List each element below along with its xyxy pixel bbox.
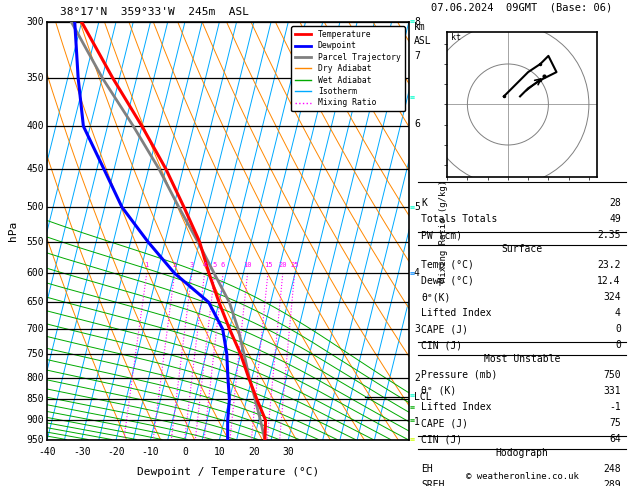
Text: 0: 0 (182, 447, 188, 457)
Text: 800: 800 (26, 372, 44, 382)
Text: ≡: ≡ (410, 269, 415, 278)
Text: K: K (421, 198, 427, 208)
Text: 500: 500 (26, 202, 44, 212)
Text: 23.2: 23.2 (598, 260, 621, 270)
Text: 64: 64 (609, 434, 621, 444)
Text: 20: 20 (279, 262, 287, 268)
Text: 289: 289 (603, 480, 621, 486)
Text: 20: 20 (248, 447, 260, 457)
Text: hPa: hPa (8, 221, 18, 241)
Text: 10: 10 (213, 447, 225, 457)
Text: 1: 1 (145, 262, 149, 268)
Text: LCL: LCL (414, 392, 431, 402)
Text: 450: 450 (26, 164, 44, 174)
Text: Dewp (°C): Dewp (°C) (421, 276, 474, 286)
Text: 1: 1 (414, 417, 420, 427)
Text: Most Unstable: Most Unstable (484, 354, 560, 364)
Text: 350: 350 (26, 73, 44, 83)
Text: ≡: ≡ (410, 403, 415, 413)
Text: Pressure (mb): Pressure (mb) (421, 370, 498, 380)
Text: 0: 0 (615, 324, 621, 334)
Text: 38°17'N  359°33'W  245m  ASL: 38°17'N 359°33'W 245m ASL (60, 7, 248, 17)
Text: Surface: Surface (501, 244, 543, 254)
Text: 300: 300 (26, 17, 44, 27)
Text: ≡: ≡ (410, 416, 415, 425)
Text: θᵉ(K): θᵉ(K) (421, 292, 451, 302)
Text: 400: 400 (26, 121, 44, 131)
Text: 850: 850 (26, 395, 44, 404)
Text: ≡: ≡ (410, 93, 415, 103)
Text: 248: 248 (603, 464, 621, 474)
Text: km: km (414, 22, 426, 32)
Text: ≡: ≡ (410, 435, 415, 444)
Legend: Temperature, Dewpoint, Parcel Trajectory, Dry Adiabat, Wet Adiabat, Isotherm, Mi: Temperature, Dewpoint, Parcel Trajectory… (291, 26, 405, 111)
Text: 4: 4 (203, 262, 207, 268)
Text: 6: 6 (414, 120, 420, 129)
Text: 4: 4 (414, 268, 420, 278)
Text: θᵉ (K): θᵉ (K) (421, 386, 457, 396)
Text: 324: 324 (603, 292, 621, 302)
Text: 07.06.2024  09GMT  (Base: 06): 07.06.2024 09GMT (Base: 06) (431, 2, 613, 13)
Text: 0: 0 (615, 340, 621, 350)
Text: ≡: ≡ (410, 391, 415, 399)
Text: CIN (J): CIN (J) (421, 340, 462, 350)
Text: 2.35: 2.35 (598, 230, 621, 241)
Text: CAPE (J): CAPE (J) (421, 324, 469, 334)
Text: 10: 10 (243, 262, 252, 268)
Text: 750: 750 (603, 370, 621, 380)
Text: 49: 49 (609, 214, 621, 225)
Text: CIN (J): CIN (J) (421, 434, 462, 444)
Text: 25: 25 (291, 262, 299, 268)
Text: © weatheronline.co.uk: © weatheronline.co.uk (465, 472, 579, 481)
Text: Temp (°C): Temp (°C) (421, 260, 474, 270)
Text: 750: 750 (26, 349, 44, 359)
Text: CAPE (J): CAPE (J) (421, 418, 469, 428)
Text: -1: -1 (609, 402, 621, 412)
Text: 7: 7 (414, 52, 420, 61)
Text: 650: 650 (26, 297, 44, 307)
Text: 4: 4 (615, 308, 621, 318)
Text: kt: kt (451, 33, 461, 42)
Text: 950: 950 (26, 435, 44, 445)
Text: 3: 3 (414, 324, 420, 334)
Text: Lifted Index: Lifted Index (421, 308, 492, 318)
Text: ≡: ≡ (410, 203, 415, 211)
Text: 2: 2 (172, 262, 177, 268)
Text: 8: 8 (414, 17, 420, 27)
Text: 6: 6 (221, 262, 225, 268)
Text: 600: 600 (26, 268, 44, 278)
Text: -40: -40 (38, 447, 56, 457)
Text: 900: 900 (26, 415, 44, 425)
Text: 28: 28 (609, 198, 621, 208)
Text: 550: 550 (26, 237, 44, 247)
Text: ≡: ≡ (410, 17, 415, 26)
Text: Dewpoint / Temperature (°C): Dewpoint / Temperature (°C) (137, 467, 319, 477)
Text: -10: -10 (142, 447, 159, 457)
Text: 75: 75 (609, 418, 621, 428)
Text: 12.4: 12.4 (598, 276, 621, 286)
Text: -30: -30 (73, 447, 91, 457)
Text: 3: 3 (190, 262, 194, 268)
Text: EH: EH (421, 464, 433, 474)
Text: 5: 5 (414, 202, 420, 212)
Text: 5: 5 (213, 262, 217, 268)
Text: Lifted Index: Lifted Index (421, 402, 492, 412)
Text: 700: 700 (26, 324, 44, 334)
Text: 15: 15 (264, 262, 272, 268)
Text: SREH: SREH (421, 480, 445, 486)
Text: PW (cm): PW (cm) (421, 230, 462, 241)
Text: Mixing Ratio (g/kg): Mixing Ratio (g/kg) (439, 180, 448, 282)
Text: 2: 2 (414, 372, 420, 382)
Text: -20: -20 (108, 447, 125, 457)
Text: ASL: ASL (414, 36, 431, 47)
Text: 30: 30 (282, 447, 294, 457)
Text: Hodograph: Hodograph (496, 448, 548, 458)
Text: 331: 331 (603, 386, 621, 396)
Text: Totals Totals: Totals Totals (421, 214, 498, 225)
